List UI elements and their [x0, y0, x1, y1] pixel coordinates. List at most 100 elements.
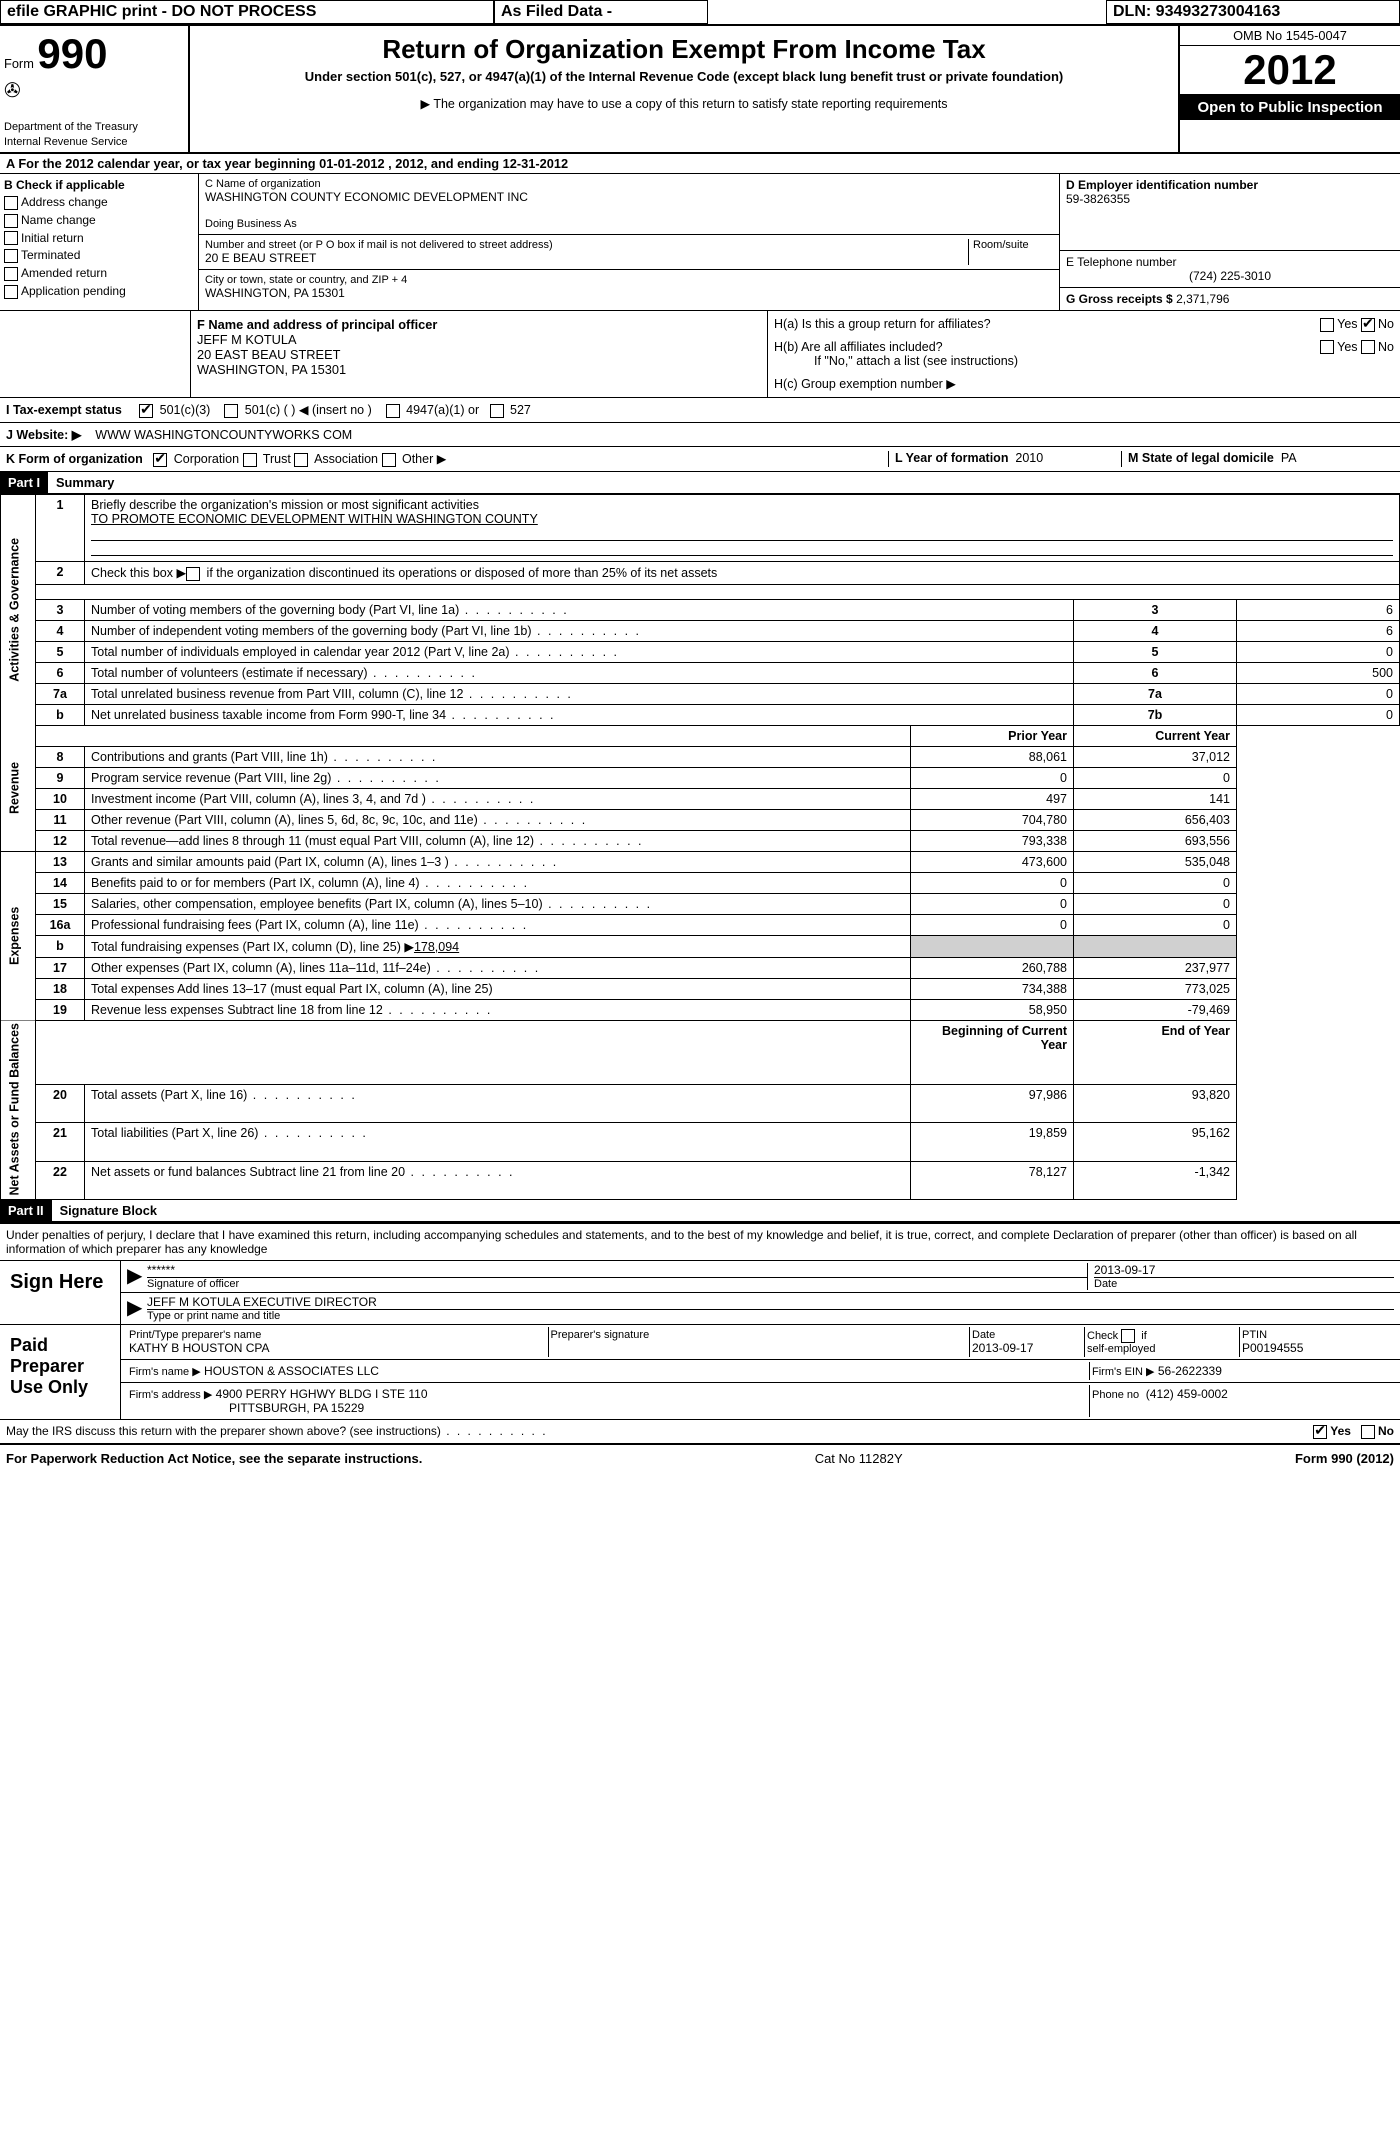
form-org-label: K Form of organization: [6, 452, 143, 466]
line-box: 3: [1074, 599, 1237, 620]
check-assoc[interactable]: [294, 453, 308, 467]
footer-left: For Paperwork Reduction Act Notice, see …: [6, 1451, 422, 1466]
irs-label: Internal Revenue Service: [4, 136, 128, 148]
phone-label: E Telephone number: [1066, 255, 1394, 269]
row-i: I Tax-exempt status 501(c)(3) 501(c) ( )…: [0, 398, 1400, 423]
part1-header-row: Part I Summary: [0, 472, 1400, 494]
firm-name-label: Firm's name ▶: [129, 1366, 201, 1378]
line-desc: Number of voting members of the governin…: [85, 599, 1074, 620]
box-f: F Name and address of principal officer …: [191, 311, 768, 397]
org-city: WASHINGTON, PA 15301: [205, 286, 1053, 300]
signature-block: Under penalties of perjury, I declare th…: [0, 1222, 1400, 1445]
side-expenses: Expenses: [1, 851, 36, 1020]
ptin-label: PTIN: [1242, 1329, 1392, 1341]
part1-header: Part I: [0, 472, 48, 493]
row-j: J Website: ▶ WWW WASHINGTONCOUNTYWORKS C…: [0, 423, 1400, 447]
sig-placeholder: ******: [147, 1263, 1087, 1277]
discuss-yes[interactable]: [1313, 1425, 1327, 1439]
dln-label: DLN:: [1113, 3, 1151, 20]
org-name: WASHINGTON COUNTY ECONOMIC DEVELOPMENT I…: [205, 190, 1053, 204]
box-b: B Check if applicable Address change Nam…: [0, 174, 199, 310]
firm-ein-label: Firm's EIN ▶: [1092, 1366, 1155, 1378]
check-trust[interactable]: [243, 453, 257, 467]
ha-label: H(a) Is this a group return for affiliat…: [774, 317, 991, 332]
website-label: J Website: ▶: [6, 428, 81, 442]
check-501c[interactable]: [224, 404, 238, 418]
form-title: Return of Organization Exempt From Incom…: [194, 34, 1174, 65]
discuss-text: May the IRS discuss this return with the…: [6, 1424, 441, 1438]
form-subtitle: Under section 501(c), 527, or 4947(a)(1)…: [194, 69, 1174, 84]
topbar: efile GRAPHIC print - DO NOT PROCESS As …: [0, 0, 1400, 26]
ein-label: D Employer identification number: [1066, 178, 1394, 192]
prep-name: KATHY B HOUSTON CPA: [129, 1341, 546, 1355]
col-current: Current Year: [1074, 725, 1237, 746]
org-name-label: C Name of organization: [205, 178, 1053, 190]
line-val: 6: [1237, 599, 1400, 620]
city-label: City or town, state or country, and ZIP …: [205, 274, 1053, 286]
prep-sig-label: Preparer's signature: [551, 1329, 968, 1341]
check-discontinued[interactable]: [186, 567, 200, 581]
room-label: Room/suite: [969, 239, 1053, 265]
row-k: K Form of organization Corporation Trust…: [0, 447, 1400, 472]
check-corp[interactable]: [153, 453, 167, 467]
summary-table: Activities & Governance 1 Briefly descri…: [0, 494, 1400, 1200]
header-center: Return of Organization Exempt From Incom…: [190, 26, 1178, 152]
line1-label: Briefly describe the organization's miss…: [91, 498, 479, 512]
ptin-value: P00194555: [1242, 1341, 1392, 1355]
box-b-label: B Check if applicable: [4, 178, 194, 192]
side-governance: Activities & Governance: [1, 494, 36, 725]
tax-status-label: I Tax-exempt status: [6, 403, 122, 417]
open-public: Open to Public Inspection: [1180, 95, 1400, 120]
header-left: Form 990 ✇ Department of the Treasury In…: [0, 26, 190, 152]
box-c: C Name of organization WASHINGTON COUNTY…: [199, 174, 1060, 310]
check-initial-return[interactable]: Initial return: [4, 231, 194, 246]
box-d-e-g: D Employer identification number 59-3826…: [1060, 174, 1400, 310]
omb-number: OMB No 1545-0047: [1180, 26, 1400, 46]
footer-center: Cat No 11282Y: [815, 1451, 903, 1466]
check-other[interactable]: [382, 453, 396, 467]
hc-label: H(c) Group exemption number ▶: [774, 376, 1394, 391]
hb-label: H(b) Are all affiliates included?: [774, 340, 943, 355]
line-no: 3: [36, 599, 85, 620]
check-amended[interactable]: Amended return: [4, 266, 194, 281]
line-1-no: 1: [36, 494, 85, 561]
dln-value: 93493273004163: [1156, 3, 1281, 20]
gross-value: 2,371,796: [1176, 292, 1229, 306]
discuss-no[interactable]: [1361, 1425, 1375, 1439]
check-4947[interactable]: [386, 404, 400, 418]
box-h: H(a) Is this a group return for affiliat…: [768, 311, 1400, 397]
dba-label: Doing Business As: [205, 218, 1053, 230]
form-number: 990: [37, 30, 107, 77]
ein-value: 59-3826355: [1066, 192, 1394, 206]
gross-label: G Gross receipts $: [1066, 292, 1173, 306]
prep-date: 2013-09-17: [972, 1341, 1082, 1355]
check-application-pending[interactable]: Application pending: [4, 284, 194, 299]
check-address-change[interactable]: Address change: [4, 195, 194, 210]
header-right: OMB No 1545-0047 2012 Open to Public Ins…: [1178, 26, 1400, 152]
check-501c3[interactable]: [139, 404, 153, 418]
sig-date: 2013-09-17: [1094, 1263, 1394, 1277]
line2: Check this box ▶ if the organization dis…: [85, 561, 1400, 584]
org-street: 20 E BEAU STREET: [205, 251, 964, 265]
footer-right: Form 990 (2012): [1295, 1451, 1394, 1466]
check-self-employed[interactable]: [1121, 1329, 1135, 1343]
sign-here-label: Sign Here: [0, 1261, 121, 1324]
firm-addr-label: Firm's address ▶: [129, 1389, 212, 1401]
as-filed: As Filed Data -: [494, 0, 708, 24]
officer-name: JEFF M KOTULA: [197, 332, 761, 347]
check-name-change[interactable]: Name change: [4, 213, 194, 228]
year-formation-label: L Year of formation: [895, 451, 1008, 465]
efile-notice: efile GRAPHIC print - DO NOT PROCESS: [0, 0, 494, 24]
firm-phone-label: Phone no: [1092, 1389, 1139, 1401]
box-c-d: C Name of organization WASHINGTON COUNTY…: [199, 174, 1400, 310]
form-note: ▶ The organization may have to use a cop…: [194, 96, 1174, 111]
check-527[interactable]: [490, 404, 504, 418]
form-990-page: efile GRAPHIC print - DO NOT PROCESS As …: [0, 0, 1400, 1472]
firm-ein: 56-2622339: [1158, 1364, 1222, 1378]
street-label: Number and street (or P O box if mail is…: [205, 239, 964, 251]
check-terminated[interactable]: Terminated: [4, 248, 194, 263]
col-end: End of Year: [1074, 1020, 1237, 1084]
state-domicile: PA: [1281, 451, 1297, 465]
website-value: WWW WASHINGTONCOUNTYWORKS COM: [95, 428, 352, 442]
part1-title: Summary: [48, 472, 122, 493]
